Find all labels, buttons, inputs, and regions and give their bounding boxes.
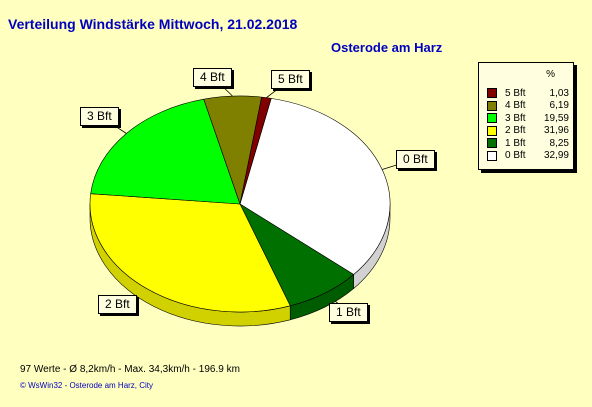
slice-label-0-bft: 0 Bft [396, 150, 435, 169]
legend-value: 31,96 [543, 125, 569, 136]
legend-value: 1,03 [549, 87, 569, 99]
stats-line: 97 Werte - Ø 8,2km/h - Max. 34,3km/h - 1… [20, 364, 240, 375]
footer-credit: © WsWin32 - Osterode am Harz, City [20, 381, 154, 390]
legend-swatch [487, 113, 497, 123]
legend-value: 8,25 [549, 137, 569, 149]
legend-value: 32,99 [543, 150, 569, 161]
legend-row-2-bft: 2 Bft 31,96 [487, 125, 571, 137]
legend-label: 3 Bft [505, 112, 526, 124]
legend-header: % [546, 69, 555, 80]
legend-row-5-bft: 5 Bft 1,03 [487, 87, 571, 99]
legend-label: 2 Bft [505, 125, 526, 136]
chart-title: Verteilung Windstärke Mittwoch, 21.02.20… [8, 16, 298, 32]
legend-label: 0 Bft [505, 150, 526, 161]
legend-row-0-bft: 0 Bft 32,99 [487, 150, 571, 162]
legend-swatch [487, 150, 497, 161]
legend-row-1-bft: 1 Bft 8,25 [487, 137, 571, 149]
slice-label-4-bft: 4 Bft [193, 68, 232, 87]
legend-row-4-bft: 4 Bft 6,19 [487, 100, 571, 112]
legend-swatch [487, 100, 497, 111]
slice-label-3-bft: 3 Bft [80, 107, 119, 126]
slice-label-1-bft: 1 Bft [329, 303, 368, 322]
legend-swatch [487, 138, 497, 148]
slice-label-5-bft: 5 Bft [271, 70, 310, 89]
legend-value: 6,19 [549, 100, 569, 111]
pie-slice-2-bft [89, 193, 291, 313]
pie-slice-3-bft [90, 98, 241, 205]
pie-slice-5-bft [239, 96, 272, 205]
legend-swatch [487, 88, 497, 98]
pie-slice-0-bft [239, 98, 391, 275]
legend-label: 1 Bft [505, 137, 526, 149]
legend-value: 19,59 [543, 112, 569, 124]
legend-swatch [487, 125, 497, 136]
legend: % 5 Bft 1,03 4 Bft 6,19 3 Bft 19,59 2 Bft 31,96… [478, 62, 574, 170]
slice-label-2-bft: 2 Bft [98, 295, 137, 314]
chart-subtitle: Osterode am Harz [331, 40, 443, 55]
legend-row-3-bft: 3 Bft 19,59 [487, 112, 571, 124]
legend-label: 4 Bft [505, 100, 526, 111]
legend-label: 5 Bft [505, 87, 526, 99]
